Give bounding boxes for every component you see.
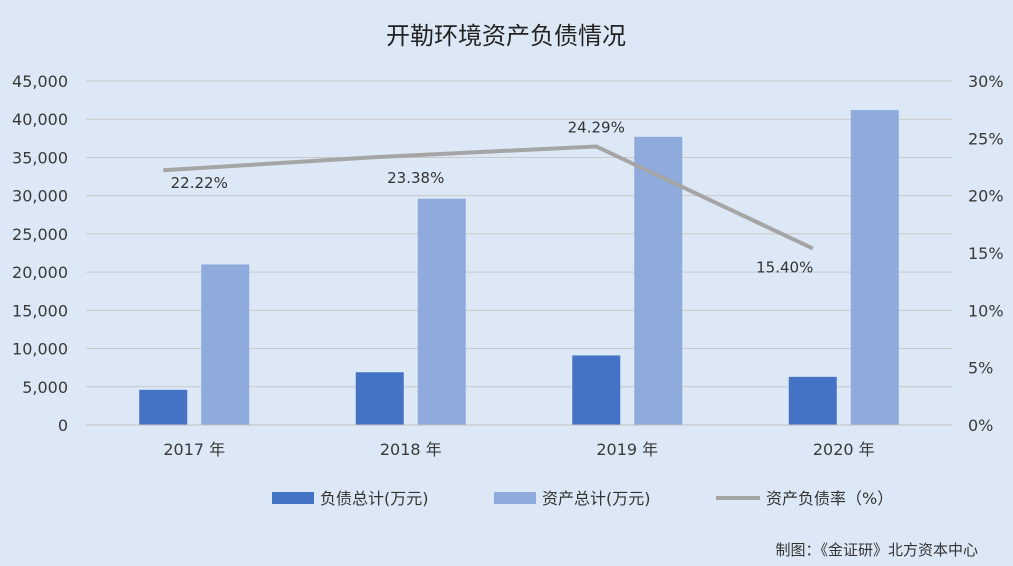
liabilities-bar [355, 372, 404, 425]
left-axis-tick-label: 5,000 [22, 378, 68, 397]
ratio-data-label: 15.40% [756, 258, 813, 276]
x-axis-tick-label: 2020 年 [813, 440, 875, 459]
right-axis-tick-label: 10% [968, 301, 1004, 320]
left-axis-tick-label: 45,000 [12, 72, 68, 91]
ratio-data-label: 23.38% [387, 169, 444, 187]
ratio-line-series: 22.22% 23.38% 24.29% 15.40% [163, 118, 814, 276]
right-axis-tick-label: 15% [968, 244, 1004, 263]
assets-bar [417, 198, 466, 425]
liabilities-bar [572, 355, 621, 425]
assets-bar [850, 110, 899, 425]
left-axis-tick-label: 30,000 [12, 187, 68, 206]
source-note: 制图：《金证研》北方资本中心 [775, 541, 978, 559]
x-axis: 2017 年 2018 年 2019 年 2020 年 [86, 424, 952, 459]
right-axis-tick-label: 20% [968, 187, 1004, 206]
legend: 负债总计(万元) 资产总计(万元) 资产负债率（%） [272, 489, 893, 508]
right-axis-tick-label: 25% [968, 129, 1004, 148]
left-axis-tick-label: 10,000 [12, 340, 68, 359]
legend-label-assets: 资产总计(万元) [542, 489, 651, 508]
liabilities-bar [139, 389, 188, 425]
ratio-line [163, 144, 814, 251]
x-axis-tick-label: 2017 年 [163, 440, 225, 459]
left-axis: 0 5,000 10,000 15,000 20,000 25,000 30,000 35,0… [12, 72, 68, 435]
legend-label-ratio: 资产负债率（%） [766, 489, 893, 508]
left-axis-tick-label: 40,000 [12, 110, 68, 129]
x-axis-tick-label: 2019 年 [596, 440, 658, 459]
legend-swatch-liabilities [272, 492, 314, 504]
legend-label-liabilities: 负债总计(万元) [320, 489, 429, 508]
x-axis-tick-label: 2018 年 [380, 440, 442, 459]
left-axis-tick-label: 15,000 [12, 301, 68, 320]
liabilities-bar [788, 376, 837, 425]
left-axis-tick-label: 25,000 [12, 225, 68, 244]
left-axis-tick-label: 0 [58, 416, 68, 435]
legend-swatch-assets [494, 492, 536, 504]
bar-series [139, 110, 899, 425]
ratio-data-label: 24.29% [568, 118, 625, 136]
chart-title: 开勒环境资产负债情况 [386, 22, 626, 50]
right-axis: 0% 5% 10% 15% 20% 25% 30% [968, 72, 1004, 435]
assets-bar [201, 264, 250, 425]
right-axis-tick-label: 0% [968, 416, 993, 435]
ratio-data-label: 22.22% [171, 174, 228, 192]
right-axis-tick-label: 5% [968, 359, 993, 378]
left-axis-tick-label: 20,000 [12, 263, 68, 282]
assets-bar [634, 136, 683, 425]
left-axis-tick-label: 35,000 [12, 148, 68, 167]
right-axis-tick-label: 30% [968, 72, 1004, 91]
